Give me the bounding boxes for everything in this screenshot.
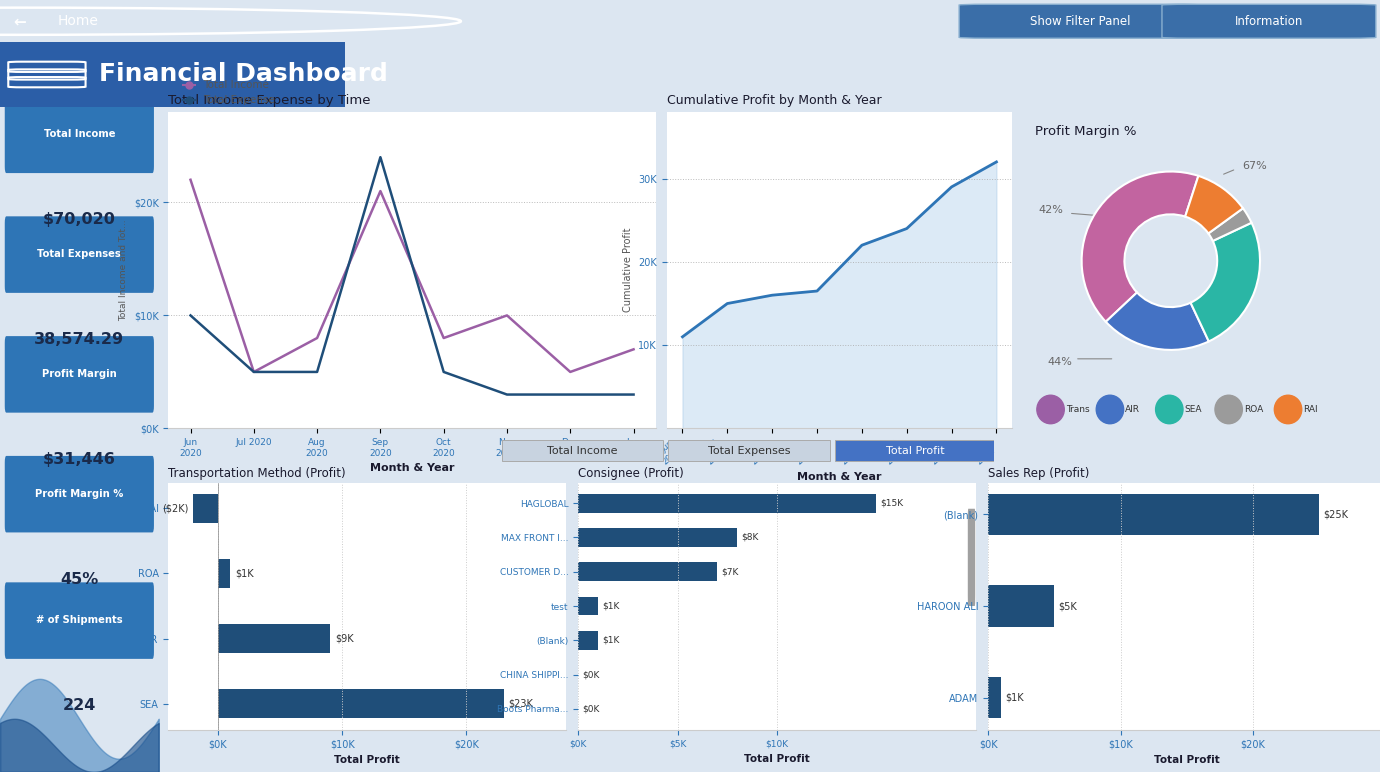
Text: ($2K): ($2K) [161, 503, 188, 513]
FancyBboxPatch shape [4, 582, 155, 659]
Text: 44%: 44% [1047, 357, 1072, 367]
Text: $1K: $1K [602, 636, 620, 645]
Text: AIR: AIR [1125, 405, 1140, 414]
Text: $1K: $1K [1005, 692, 1024, 703]
Wedge shape [1185, 176, 1243, 233]
Text: # of Shipments: # of Shipments [36, 615, 123, 625]
Text: Financial Dashboard: Financial Dashboard [99, 63, 388, 86]
Text: Total Profit: Total Profit [886, 446, 945, 455]
Text: $0K: $0K [582, 670, 599, 679]
Text: ROA: ROA [1243, 405, 1263, 414]
Circle shape [1096, 395, 1123, 424]
Bar [193, 494, 218, 523]
FancyBboxPatch shape [1162, 4, 1376, 38]
Text: $15K: $15K [880, 499, 904, 508]
Text: 67%: 67% [1242, 161, 1267, 171]
Bar [988, 677, 1002, 718]
Bar [218, 624, 330, 653]
Text: Consignee (Profit): Consignee (Profit) [578, 467, 684, 480]
Bar [988, 585, 1054, 627]
Text: 224: 224 [62, 698, 97, 713]
Text: Cumulative Profit by Month & Year: Cumulative Profit by Month & Year [667, 93, 882, 107]
X-axis label: Total Profit: Total Profit [744, 753, 810, 764]
Text: Transportation Method (Profit): Transportation Method (Profit) [168, 467, 346, 480]
Text: Total Income Expense by Time: Total Income Expense by Time [168, 93, 371, 107]
Text: Home: Home [58, 14, 99, 29]
Wedge shape [1105, 293, 1209, 350]
FancyBboxPatch shape [0, 42, 345, 107]
Text: ←: ← [12, 15, 26, 29]
Wedge shape [1191, 223, 1260, 341]
Bar [218, 559, 230, 588]
Text: $25K: $25K [1323, 510, 1348, 520]
X-axis label: Total Profit: Total Profit [334, 755, 400, 765]
Text: $1K: $1K [236, 568, 254, 578]
Legend: Total Income, Total Expense: Total Income, Total Expense [178, 76, 279, 110]
Text: Show Filter Panel: Show Filter Panel [1029, 15, 1130, 28]
Text: Sales Rep (Profit): Sales Rep (Profit) [988, 467, 1089, 480]
Text: 38,574.29: 38,574.29 [34, 332, 124, 347]
Text: $0K: $0K [582, 704, 599, 713]
Text: $8K: $8K [741, 533, 759, 542]
Text: $5K: $5K [1058, 601, 1076, 611]
Text: Information: Information [1235, 15, 1303, 28]
FancyBboxPatch shape [4, 336, 155, 413]
Text: Total Expenses: Total Expenses [708, 446, 791, 455]
X-axis label: Month & Year: Month & Year [370, 463, 454, 473]
FancyBboxPatch shape [502, 441, 664, 461]
Wedge shape [1209, 208, 1252, 241]
Y-axis label: Total Income and Tot...: Total Income and Tot... [119, 219, 128, 321]
Text: $7K: $7K [722, 567, 738, 576]
Text: $23K: $23K [509, 699, 534, 709]
FancyBboxPatch shape [959, 4, 1201, 38]
Text: Total Expenses: Total Expenses [37, 249, 121, 259]
Text: Profit Margin %: Profit Margin % [34, 489, 124, 499]
Text: Total Income: Total Income [44, 130, 115, 140]
Circle shape [1274, 395, 1301, 424]
Circle shape [1155, 395, 1183, 424]
Bar [578, 631, 598, 650]
Text: Profit Margin %: Profit Margin % [1035, 124, 1137, 137]
Bar [578, 597, 598, 615]
X-axis label: Total Profit: Total Profit [1154, 755, 1220, 765]
Text: $70,020: $70,020 [43, 212, 116, 227]
Text: SEA: SEA [1184, 405, 1202, 414]
Text: Trans: Trans [1065, 405, 1089, 414]
X-axis label: Month & Year: Month & Year [798, 472, 882, 482]
Text: Total Income: Total Income [548, 446, 618, 455]
Text: $9K: $9K [335, 634, 353, 644]
FancyBboxPatch shape [4, 456, 155, 533]
FancyBboxPatch shape [4, 216, 155, 293]
Text: $31,446: $31,446 [43, 452, 116, 467]
Y-axis label: Cumulative Profit: Cumulative Profit [622, 228, 633, 313]
FancyBboxPatch shape [4, 96, 155, 173]
Bar [988, 494, 1319, 535]
Text: $1K: $1K [602, 601, 620, 611]
Text: 45%: 45% [61, 571, 98, 587]
Bar [218, 689, 504, 718]
Text: 42%: 42% [1038, 205, 1063, 215]
Bar [578, 494, 876, 513]
FancyBboxPatch shape [668, 441, 829, 461]
Circle shape [1214, 395, 1242, 424]
Bar [578, 562, 718, 581]
Text: Profit Margin: Profit Margin [41, 369, 117, 379]
Circle shape [1036, 395, 1064, 424]
FancyBboxPatch shape [967, 509, 976, 606]
Bar [578, 528, 737, 547]
Wedge shape [1082, 171, 1198, 322]
Text: RAI: RAI [1303, 405, 1318, 414]
FancyBboxPatch shape [835, 441, 996, 461]
